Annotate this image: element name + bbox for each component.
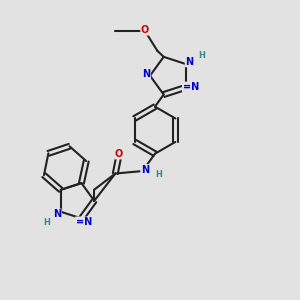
- Text: O: O: [141, 25, 149, 35]
- Text: N: N: [142, 70, 150, 80]
- Text: N: N: [185, 57, 194, 67]
- Text: =N: =N: [76, 217, 92, 227]
- Text: N: N: [53, 209, 61, 219]
- Text: H: H: [155, 170, 162, 179]
- Text: O: O: [115, 149, 123, 159]
- Text: H: H: [44, 218, 50, 227]
- Text: N: N: [141, 165, 149, 175]
- Text: =N: =N: [183, 82, 199, 92]
- Text: H: H: [199, 51, 206, 60]
